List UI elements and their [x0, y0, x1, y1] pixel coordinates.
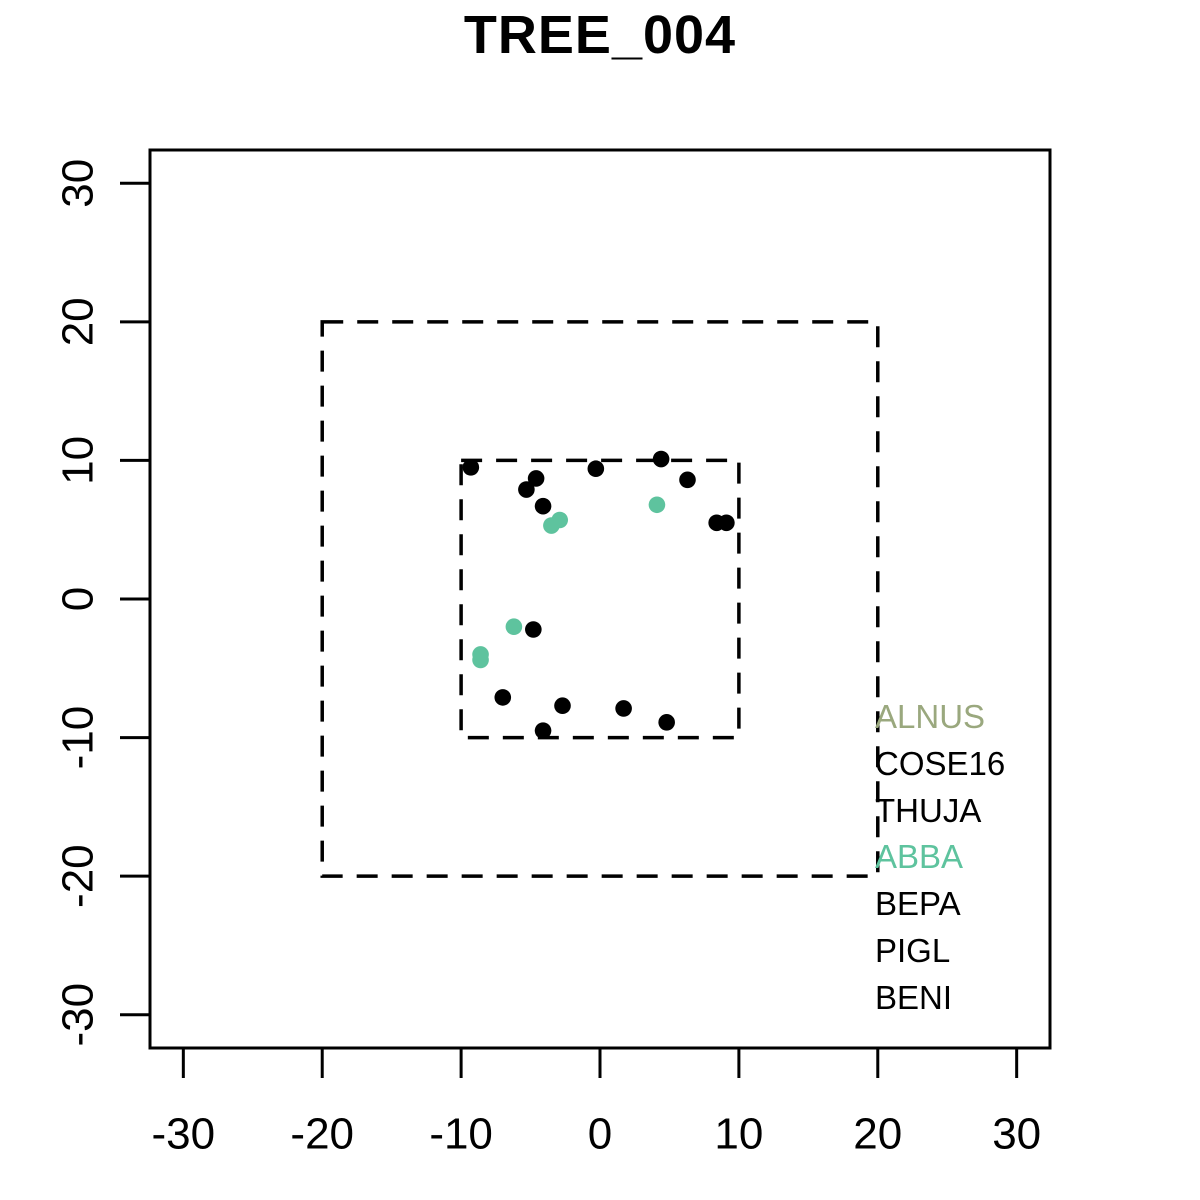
y-axis-tick-label: -10 [54, 706, 103, 770]
legend-item-abba: ABBA [875, 838, 964, 876]
black-trees-point [658, 714, 675, 731]
black-trees-point [534, 497, 552, 515]
species-legend: ALNUS COSE16 THUJA ABBA BEPA PIGL BENI [875, 694, 1005, 1022]
black-trees-point [679, 471, 696, 489]
black-trees-point [527, 470, 545, 487]
x-axis-tick-label: 10 [714, 1110, 763, 1159]
black-trees-point [462, 459, 480, 476]
x-axis-tick-label: 0 [588, 1110, 612, 1159]
legend-item-pigl: PIGL [875, 931, 951, 969]
abba-trees-point [648, 496, 666, 514]
abba-trees-point [505, 618, 523, 636]
black-trees-point [554, 697, 571, 715]
y-axis-tick-label: -20 [54, 844, 103, 908]
legend-item-bepa: BEPA [875, 885, 961, 923]
y-axis-tick-label: 20 [54, 297, 103, 346]
y-axis-tick-label: -30 [54, 983, 103, 1047]
x-axis-tick-label: -30 [152, 1110, 216, 1159]
black-trees-point [534, 722, 552, 739]
black-trees-point [587, 460, 605, 478]
black-trees-point [518, 481, 535, 498]
legend-item-cose16: COSE16 [875, 744, 1006, 782]
x-axis-tick-label: -20 [290, 1110, 354, 1159]
black-trees-point [494, 689, 512, 706]
y-axis-tick-label: 30 [54, 159, 103, 208]
legend-item-thuja: THUJA [875, 791, 982, 829]
x-axis-tick-label: -10 [429, 1110, 493, 1159]
black-trees-point [525, 621, 542, 638]
y-axis-tick-label: 10 [54, 436, 103, 485]
black-trees-point [718, 514, 735, 532]
black-trees-point [652, 450, 670, 468]
x-axis-tick-label: 30 [992, 1110, 1041, 1159]
abba-trees-point [543, 517, 560, 534]
y-axis-tick-label: 0 [54, 587, 103, 611]
legend-item-alnus: ALNUS [875, 698, 986, 735]
x-axis-tick-label: 20 [853, 1110, 902, 1159]
black-trees-point [615, 700, 632, 717]
legend-item-beni: BENI [875, 978, 953, 1016]
outer-boundary-dashed-box [320, 320, 880, 878]
plot-title: TREE_004 [463, 5, 737, 65]
abba-trees-point [472, 651, 489, 669]
